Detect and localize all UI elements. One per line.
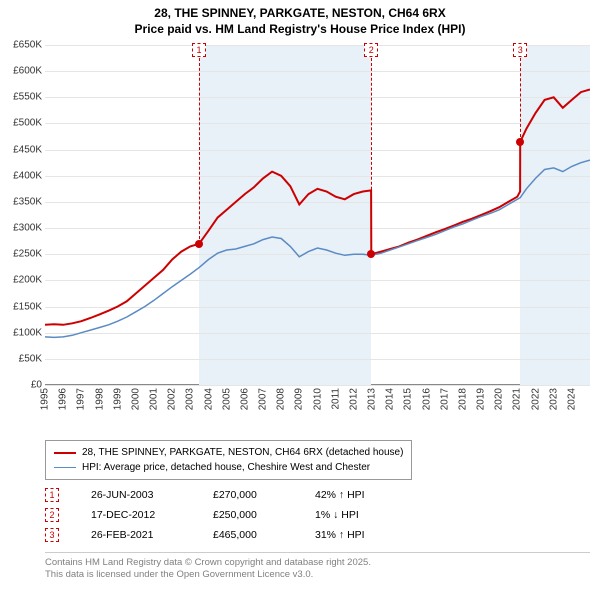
x-axis-label: 1997 <box>76 388 87 410</box>
sale-marker-line <box>199 58 200 244</box>
x-axis-label: 2010 <box>312 388 323 410</box>
footer: Contains HM Land Registry data © Crown c… <box>45 552 590 582</box>
legend-label: 28, THE SPINNEY, PARKGATE, NESTON, CH64 … <box>82 445 403 460</box>
x-axis-label: 1995 <box>40 388 51 410</box>
x-axis-label: 2007 <box>258 388 269 410</box>
footer-line-2: This data is licensed under the Open Gov… <box>45 569 590 581</box>
sale-marker-box: 1 <box>192 43 206 57</box>
footer-line-1: Contains HM Land Registry data © Crown c… <box>45 557 590 569</box>
x-axis-label: 2023 <box>548 388 559 410</box>
x-axis-label: 2000 <box>130 388 141 410</box>
x-axis-label: 2024 <box>566 388 577 410</box>
sale-dot <box>195 240 203 248</box>
y-axis-label: £500K <box>0 118 42 129</box>
gridline <box>45 385 590 386</box>
series-price_paid <box>45 90 590 325</box>
x-axis-label: 2002 <box>167 388 178 410</box>
sales-row-delta: 31% ↑ HPI <box>315 529 405 541</box>
y-axis-label: £600K <box>0 66 42 77</box>
legend-swatch <box>54 452 76 454</box>
x-axis-label: 2005 <box>221 388 232 410</box>
x-axis-label: 2003 <box>185 388 196 410</box>
legend-swatch <box>54 467 76 468</box>
title-line-1: 28, THE SPINNEY, PARKGATE, NESTON, CH64 … <box>0 6 600 22</box>
y-axis-label: £300K <box>0 223 42 234</box>
y-axis-label: £350K <box>0 196 42 207</box>
sale-marker-line <box>371 58 372 254</box>
x-axis-label: 2011 <box>330 388 341 410</box>
chart-area: £0£50K£100K£150K£200K£250K£300K£350K£400… <box>45 45 590 410</box>
x-axis-label: 2022 <box>530 388 541 410</box>
chart-container: 28, THE SPINNEY, PARKGATE, NESTON, CH64 … <box>0 0 600 590</box>
x-axis-label: 2016 <box>421 388 432 410</box>
x-axis-label: 2018 <box>457 388 468 410</box>
sales-row-date: 26-FEB-2021 <box>91 529 181 541</box>
sales-row-price: £465,000 <box>213 529 283 541</box>
sales-row: 2 17-DEC-2012 £250,000 1% ↓ HPI <box>45 505 405 525</box>
sales-row: 1 26-JUN-2003 £270,000 42% ↑ HPI <box>45 485 405 505</box>
x-axis-label: 2008 <box>276 388 287 410</box>
y-axis-label: £250K <box>0 249 42 260</box>
sales-table: 1 26-JUN-2003 £270,000 42% ↑ HPI 2 17-DEC-201… <box>45 485 405 545</box>
legend-item: HPI: Average price, detached house, Ches… <box>54 460 403 475</box>
sale-dot <box>367 250 375 258</box>
sales-row-marker: 1 <box>45 488 59 502</box>
sale-dot <box>516 138 524 146</box>
sales-row-marker: 3 <box>45 528 59 542</box>
y-axis-label: £650K <box>0 40 42 51</box>
y-axis-label: £450K <box>0 144 42 155</box>
x-axis-label: 2001 <box>149 388 160 410</box>
sales-row-price: £270,000 <box>213 489 283 501</box>
x-axis-label: 2009 <box>294 388 305 410</box>
sales-row-delta: 1% ↓ HPI <box>315 509 405 521</box>
x-axis-label: 2020 <box>494 388 505 410</box>
sale-marker-box: 2 <box>364 43 378 57</box>
x-axis-label: 1996 <box>58 388 69 410</box>
x-axis-label: 1998 <box>94 388 105 410</box>
x-axis-label: 2013 <box>367 388 378 410</box>
legend-item: 28, THE SPINNEY, PARKGATE, NESTON, CH64 … <box>54 445 403 460</box>
y-axis-label: £100K <box>0 327 42 338</box>
sales-row-date: 26-JUN-2003 <box>91 489 181 501</box>
chart-title: 28, THE SPINNEY, PARKGATE, NESTON, CH64 … <box>0 0 600 37</box>
sale-marker-box: 3 <box>513 43 527 57</box>
plot-region: £0£50K£100K£150K£200K£250K£300K£350K£400… <box>45 45 590 385</box>
x-axis-label: 2004 <box>203 388 214 410</box>
line-svg <box>45 45 590 385</box>
y-axis-label: £550K <box>0 92 42 103</box>
x-axis-label: 2014 <box>385 388 396 410</box>
y-axis-label: £50K <box>0 353 42 364</box>
sales-row-date: 17-DEC-2012 <box>91 509 181 521</box>
legend: 28, THE SPINNEY, PARKGATE, NESTON, CH64 … <box>45 440 412 480</box>
legend-label: HPI: Average price, detached house, Ches… <box>82 460 370 475</box>
sales-row-delta: 42% ↑ HPI <box>315 489 405 501</box>
sales-row: 3 26-FEB-2021 £465,000 31% ↑ HPI <box>45 525 405 545</box>
sales-row-marker: 2 <box>45 508 59 522</box>
x-axis-label: 2015 <box>403 388 414 410</box>
y-axis-label: £200K <box>0 275 42 286</box>
y-axis-label: £150K <box>0 301 42 312</box>
y-axis-label: £0 <box>0 380 42 391</box>
series-hpi <box>45 160 590 337</box>
x-axis-label: 2019 <box>476 388 487 410</box>
sale-marker-line <box>520 58 521 142</box>
y-axis-label: £400K <box>0 170 42 181</box>
x-axis-label: 1999 <box>112 388 123 410</box>
sales-row-price: £250,000 <box>213 509 283 521</box>
x-axis-label: 2012 <box>348 388 359 410</box>
x-axis-label: 2017 <box>439 388 450 410</box>
x-axis-label: 2006 <box>239 388 250 410</box>
title-line-2: Price paid vs. HM Land Registry's House … <box>0 22 600 38</box>
x-axis-label: 2021 <box>512 388 523 410</box>
